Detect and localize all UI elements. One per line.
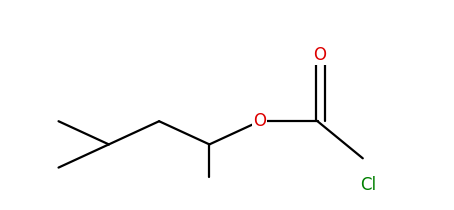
Text: Cl: Cl [360, 176, 376, 194]
Text: O: O [253, 112, 266, 130]
Text: O: O [314, 46, 326, 64]
